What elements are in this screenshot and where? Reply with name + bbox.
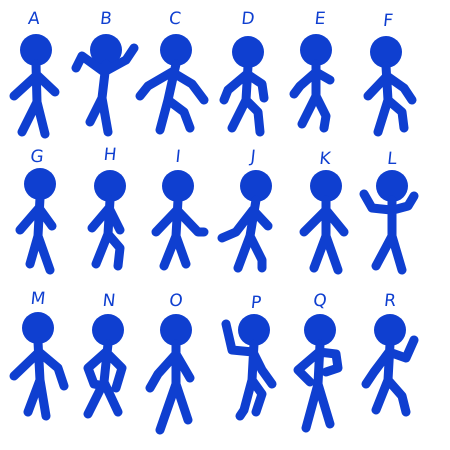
stick-figure-d — [219, 36, 269, 137]
stick-figure-k — [299, 170, 349, 275]
stick-figure-i — [151, 170, 209, 271]
stick-figure-m — [9, 312, 69, 421]
stick-figure-g — [15, 168, 57, 275]
stick-figure-a — [9, 34, 60, 139]
stick-figure-q — [293, 314, 343, 433]
stick-figure-p — [221, 314, 277, 421]
stick-figure-b — [71, 34, 139, 137]
stick-figure-o — [145, 314, 195, 435]
stick-figure-l — [359, 170, 419, 275]
stick-figure-f — [363, 36, 417, 137]
stick-figure-c — [135, 34, 209, 135]
stick-figure-r — [361, 314, 419, 417]
stick-figure-h — [87, 170, 126, 271]
stick-figure-j — [217, 170, 273, 273]
stick-figure-e — [289, 34, 335, 133]
stick-figure-n — [83, 314, 127, 419]
